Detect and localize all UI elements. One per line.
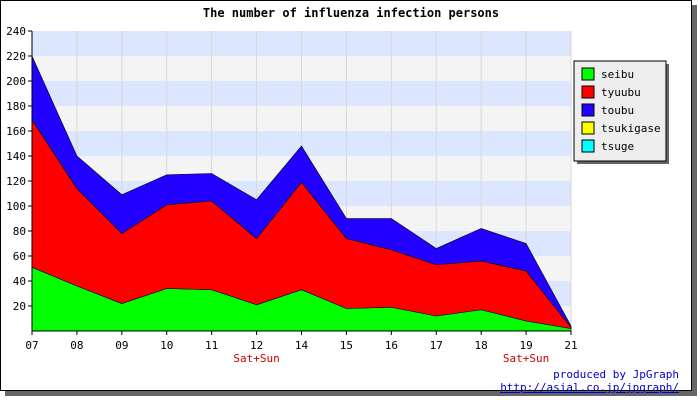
credit-text: produced by JpGraph	[553, 368, 679, 381]
x-tick-label: 21	[564, 339, 577, 352]
legend-label-tyuubu: tyuubu	[601, 86, 641, 99]
x-tick-label: 10	[160, 339, 173, 352]
x-tick-label: 16	[385, 339, 398, 352]
legend-swatch-toubu	[581, 103, 595, 117]
x-tick-label: 19	[519, 339, 532, 352]
x-tick-labels: 07 08 09 10 11 12 14 15 16 17 18 19 21	[25, 339, 577, 352]
x-tick-label: 14	[295, 339, 309, 352]
legend-swatch-tsuge	[581, 139, 595, 153]
y-tick-label: 220	[6, 50, 26, 63]
legend-label-seibu: seibu	[601, 68, 634, 81]
y-tick-labels: 20 40 60 80 100 120 140 160 180 200 220 240	[6, 25, 26, 313]
y-tick-label: 40	[13, 275, 26, 288]
y-tick-label: 60	[13, 250, 26, 263]
legend-label-tsukigase: tsukigase	[601, 122, 661, 135]
x-annotation-label: Sat+Sun	[503, 352, 549, 365]
x-tick-label: 12	[250, 339, 263, 352]
legend-label-tsuge: tsuge	[601, 140, 634, 153]
credit-link[interactable]: http://asial.co.jp/jpgraph/	[500, 381, 679, 394]
y-tick-label: 180	[6, 100, 26, 113]
y-tick-label: 80	[13, 225, 26, 238]
x-tick-label: 18	[475, 339, 488, 352]
chart-svg: The number of influenza infection person…	[6, 6, 669, 365]
legend-swatch-tyuubu	[581, 85, 595, 99]
y-tick-label: 140	[6, 150, 26, 163]
area-series-toubu	[31, 55, 572, 329]
legend-label-toubu: toubu	[601, 104, 634, 117]
x-tick-label: 11	[205, 339, 218, 352]
legend-swatch-seibu	[581, 67, 595, 81]
legend: seibu tyuubu toubu tsukigase tsuge	[573, 60, 669, 164]
x-tick-label: 07	[25, 339, 38, 352]
y-tick-label: 200	[6, 75, 26, 88]
y-tick-label: 20	[13, 300, 26, 313]
x-annotations: Sat+Sun Sat+Sun	[233, 352, 549, 365]
x-tick-label: 17	[430, 339, 443, 352]
x-tick-label: 08	[70, 339, 83, 352]
y-tick-label: 160	[6, 125, 26, 138]
y-tick-label: 100	[6, 200, 26, 213]
axes	[28, 30, 572, 335]
x-annotation-label: Sat+Sun	[233, 352, 279, 365]
y-tick-label: 120	[6, 175, 26, 188]
x-tick-label: 15	[340, 339, 353, 352]
x-tick-label: 09	[115, 339, 128, 352]
y-tick-label: 240	[6, 25, 26, 38]
legend-swatch-tsukigase	[581, 121, 595, 135]
chart-title: The number of influenza infection person…	[203, 6, 499, 20]
chart-frame: The number of influenza infection person…	[0, 0, 692, 394]
